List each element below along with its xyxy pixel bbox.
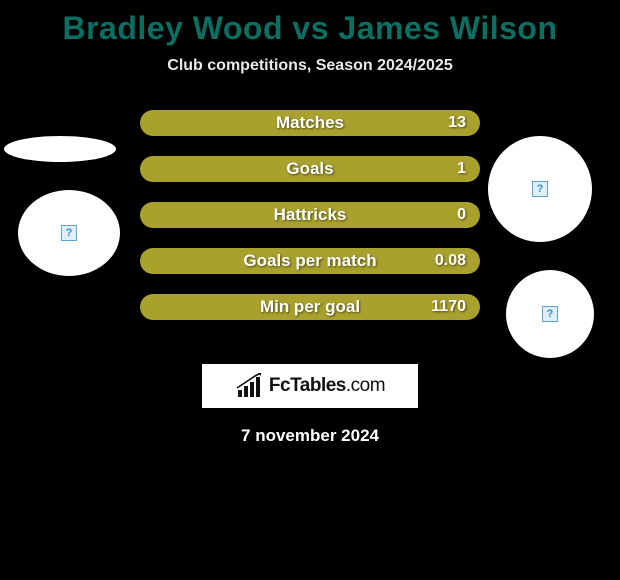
stat-row: Goals 1	[140, 156, 480, 182]
page-title: Bradley Wood vs James Wilson	[0, 0, 620, 47]
stat-label: Matches	[276, 113, 344, 133]
image-placeholder-icon	[61, 225, 77, 241]
ellipse-right-bottom	[506, 270, 594, 358]
stat-label: Goals per match	[243, 251, 376, 271]
stat-row: Goals per match 0.08	[140, 248, 480, 274]
stat-label: Hattricks	[274, 205, 347, 225]
ellipse-left	[18, 190, 120, 276]
stat-value: 1170	[431, 298, 466, 316]
stats-area: Matches 13 Goals 1 Hattricks 0 Goals per match…	[0, 110, 620, 350]
stat-label: Goals	[286, 159, 333, 179]
logo-box: FcTables.com	[202, 364, 418, 408]
date-line: 7 november 2024	[0, 426, 620, 446]
stat-row: Hattricks 0	[140, 202, 480, 228]
ellipse-top-left	[4, 136, 116, 162]
subtitle: Club competitions, Season 2024/2025	[0, 57, 620, 75]
image-placeholder-icon	[532, 181, 548, 197]
logo-text: FcTables.com	[269, 375, 385, 397]
stat-value: 0.08	[435, 252, 466, 270]
stat-value: 1	[457, 160, 466, 178]
logo-text-main: FcTables	[269, 375, 346, 396]
stat-row: Min per goal 1170	[140, 294, 480, 320]
stat-value: 0	[457, 206, 466, 224]
logo-chart-icon	[235, 373, 263, 399]
stat-label: Min per goal	[260, 297, 360, 317]
ellipse-right-top	[488, 136, 592, 242]
stat-row: Matches 13	[140, 110, 480, 136]
logo-text-domain: .com	[346, 375, 385, 396]
image-placeholder-icon	[542, 306, 558, 322]
stat-value: 13	[448, 114, 466, 132]
